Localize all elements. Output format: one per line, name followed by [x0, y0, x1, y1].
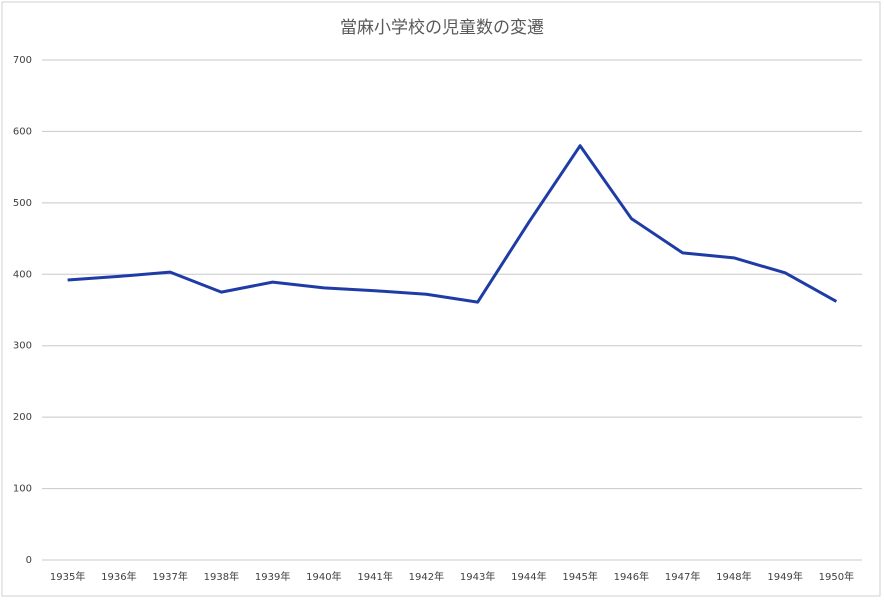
- y-tick-label: 700: [13, 55, 32, 66]
- y-tick-label: 100: [13, 484, 32, 495]
- y-tick-label: 500: [13, 198, 32, 209]
- x-tick-label: 1948年: [716, 570, 751, 583]
- x-tick-label: 1941年: [357, 570, 392, 583]
- data-line: [67, 144, 838, 304]
- y-tick-label: 600: [13, 126, 32, 137]
- x-tick-label: 1943年: [460, 570, 495, 583]
- chart-title: 當麻小学校の児童数の変遷: [340, 18, 544, 38]
- x-tick-label: 1936年: [101, 570, 136, 583]
- x-tick-label: 1946年: [614, 570, 649, 583]
- y-tick-label: 0: [26, 555, 32, 566]
- x-tick-label: 1950年: [819, 570, 854, 583]
- y-tick-label: 400: [13, 269, 32, 280]
- y-tick-label: 300: [13, 341, 32, 352]
- x-tick-label: 1935年: [50, 570, 85, 583]
- x-tick-label: 1942年: [409, 570, 444, 583]
- x-tick-label: 1937年: [152, 570, 187, 583]
- x-tick-label: 1940年: [306, 570, 341, 583]
- x-tick-label: 1947年: [665, 570, 700, 583]
- y-tick-label: 200: [13, 412, 32, 423]
- x-tick-label: 1944年: [511, 570, 546, 583]
- x-tick-label: 1938年: [204, 570, 239, 583]
- x-tick-label: 1945年: [562, 570, 597, 583]
- x-tick-label: 1949年: [767, 570, 802, 583]
- x-tick-label: 1939年: [255, 570, 290, 583]
